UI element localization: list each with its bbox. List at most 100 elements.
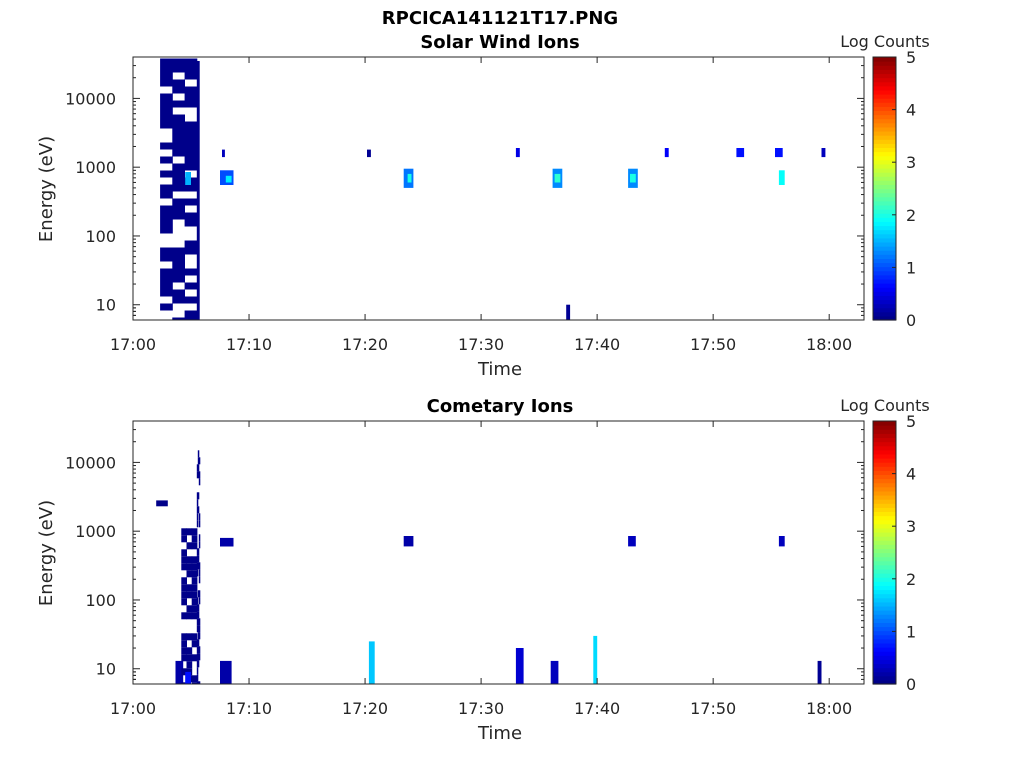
heatmap-cell [196,611,199,619]
colorbar-segment [873,441,896,447]
colorbar-segment [873,605,896,611]
x-tick-label: 17:00 [110,335,156,354]
colorbar-segment [873,457,896,463]
colorbar-segment [873,478,896,484]
heatmap-cell [184,219,198,227]
heatmap-cell [172,100,185,108]
heatmap-cell [197,457,200,465]
colorbar-segment [873,421,896,426]
heatmap-cell [186,563,193,571]
heatmap-cell [181,584,187,592]
heatmap-cell [160,79,173,87]
heatmap-cell [775,148,783,158]
heatmap-cell [186,528,193,536]
heatmap-cell [593,635,598,684]
colorbar-segment [873,225,896,231]
y-tick-label: 10000 [65,89,116,108]
heatmap-cell [160,205,173,213]
heatmap-cell [196,506,199,514]
colorbar-segment [873,122,896,128]
heatmap-cell [515,648,524,684]
heatmap-cell [191,584,198,592]
heatmap-cell [184,121,198,129]
heatmap-cell [198,632,201,640]
heatmap-cell [160,268,173,276]
colorbar-tick-label: 3 [906,153,916,172]
heatmap-cell [197,555,200,563]
heatmap-cell [186,591,193,599]
colorbar-segment [873,315,896,321]
colorbar-segment [873,258,896,264]
heatmap-cell [198,471,201,479]
y-axis-label: Energy (eV) [36,500,57,606]
x-tick-label: 17:10 [226,699,272,718]
heatmap-cell [198,681,201,684]
colorbar-segment [873,593,896,599]
colorbar-segment [873,93,896,99]
colorbar-segment [873,589,896,595]
heatmap-cell [191,640,198,648]
colorbar-segment [873,445,896,451]
colorbar-tick-label: 0 [906,311,916,330]
heatmap-cell [191,598,198,606]
heatmap-cell [197,660,200,668]
heatmap-cell [172,121,185,129]
heatmap-cell [160,65,173,73]
heatmap-cell [186,542,193,550]
colorbar-tick-label: 2 [906,206,916,225]
panel1-plot: 17:00 17:10 17:20 17:30 17:40 17:50 18:0010100… [65,412,916,718]
heatmap-cell [184,317,198,320]
heatmap-cell [172,163,185,171]
colorbar-segment [873,151,896,157]
heatmap-cell [160,100,173,108]
heatmap-cell [181,563,187,571]
x-axis-label: Time [477,359,522,380]
colorbar-segment [873,278,896,284]
heatmap-cell [197,632,200,640]
heatmap-cell [184,310,198,318]
heatmap-cell [181,647,187,655]
colorbar-segment [873,634,896,640]
colorbar-segment [873,98,896,103]
heatmap-cell [196,499,199,507]
heatmap-cell [172,170,185,178]
colorbar-label: Log Counts [840,32,930,51]
colorbar-segment [873,470,896,476]
heatmap-cell [172,198,185,206]
colorbar-segment [873,192,896,198]
heatmap-cell [181,612,187,620]
heatmap-cell [191,682,198,684]
heatmap-cell [186,654,193,662]
heatmap-cell [184,72,198,80]
heatmap-cell [198,653,201,661]
heatmap-cell [160,226,173,234]
heatmap-cell [196,604,199,612]
colorbar-segment [873,69,896,75]
heatmap-cell [184,268,198,276]
colorbar-segment [873,176,896,181]
colorbar-segment [873,503,896,508]
colorbar-segment [873,630,896,636]
colorbar-segment [873,511,896,517]
colorbar-segment [873,647,896,652]
colorbar-segment [873,110,896,116]
heatmap-cell [184,149,198,157]
x-tick-label: 17:20 [342,699,388,718]
heatmap-cell [196,562,199,570]
y-tick-label: 10000 [65,453,116,472]
heatmap-cell [184,135,198,143]
heatmap-cell [198,520,201,528]
heatmap-cell [191,591,198,599]
colorbar-segment [873,466,896,471]
colorbar-segment [873,118,896,124]
colorbar-tick-label: 1 [906,622,916,641]
heatmap-cell [172,149,185,157]
heatmap-cell [196,646,199,654]
colorbar-segment [873,515,896,521]
heatmap-cell [172,247,185,255]
heatmap-cell [197,450,200,458]
heatmap-cell [196,681,199,684]
colorbar-segment [873,229,896,235]
heatmap-cell [191,570,198,578]
